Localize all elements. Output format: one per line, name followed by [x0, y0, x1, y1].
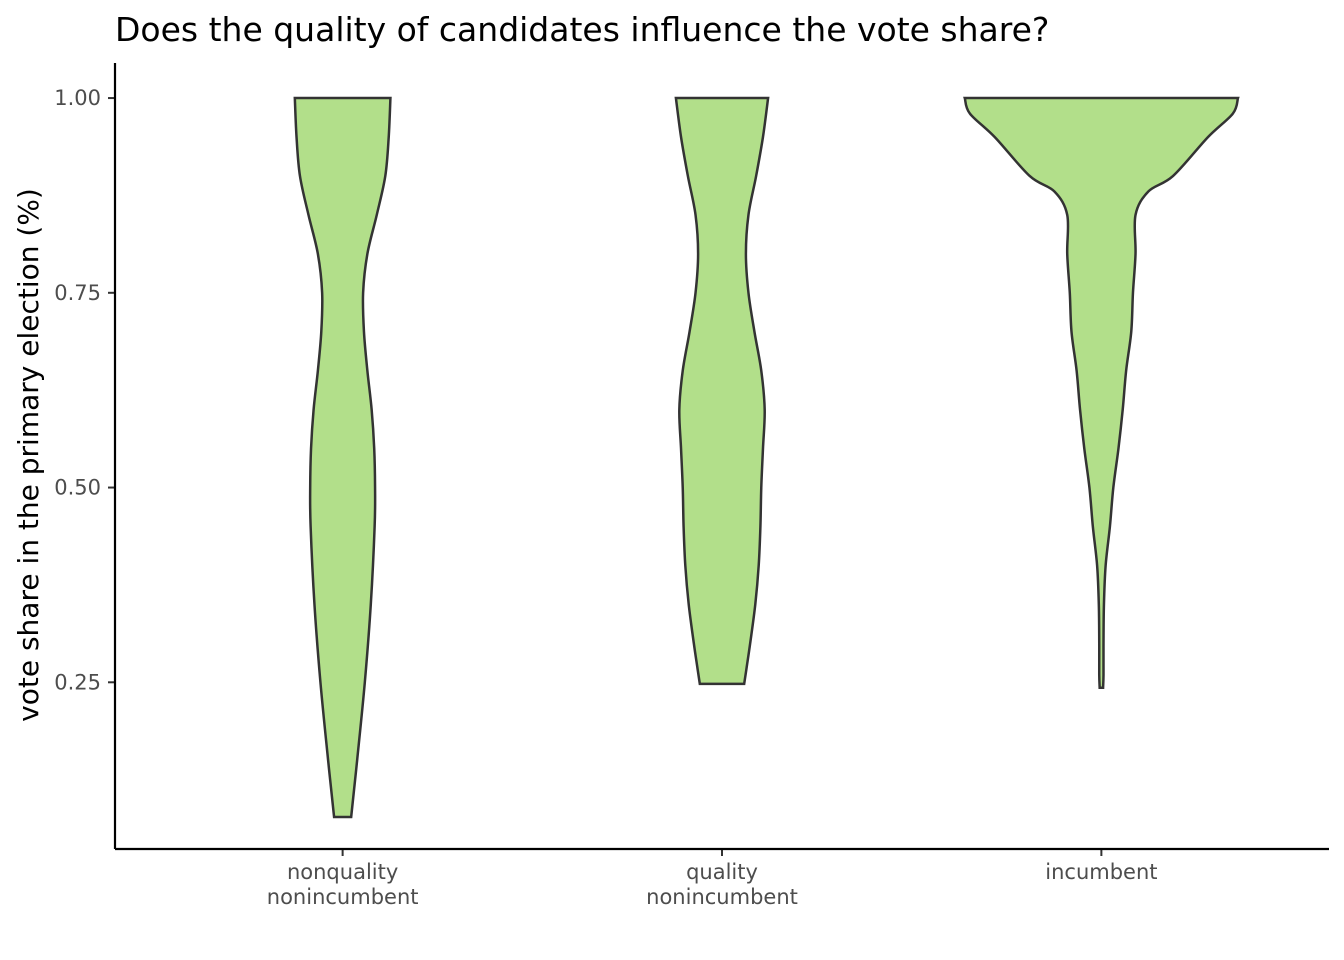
y-axis-ticks: 0.25 0.50 0.75 1.00 [54, 86, 115, 694]
x-tick-label: nonquality [287, 860, 398, 884]
y-tick-label: 0.75 [54, 281, 101, 305]
x-tick-label: incumbent [1045, 860, 1157, 884]
x-axis-ticks: nonqualitynonincumbentqualitynonincumben… [267, 849, 1158, 909]
violin-0 [293, 96, 392, 819]
y-tick-label: 1.00 [54, 86, 101, 110]
violin-1 [674, 96, 770, 686]
x-tick-label: nonincumbent [646, 885, 798, 909]
x-tick-label: quality [686, 860, 758, 884]
y-tick-label: 0.50 [54, 476, 101, 500]
y-tick-label: 0.25 [54, 670, 101, 694]
y-axis-title: vote share in the primary election (%) [12, 188, 45, 722]
violin-2 [963, 96, 1240, 689]
violins-layer [293, 96, 1240, 819]
x-tick-label: nonincumbent [267, 885, 419, 909]
chart-title: Does the quality of candidates influence… [115, 10, 1049, 49]
